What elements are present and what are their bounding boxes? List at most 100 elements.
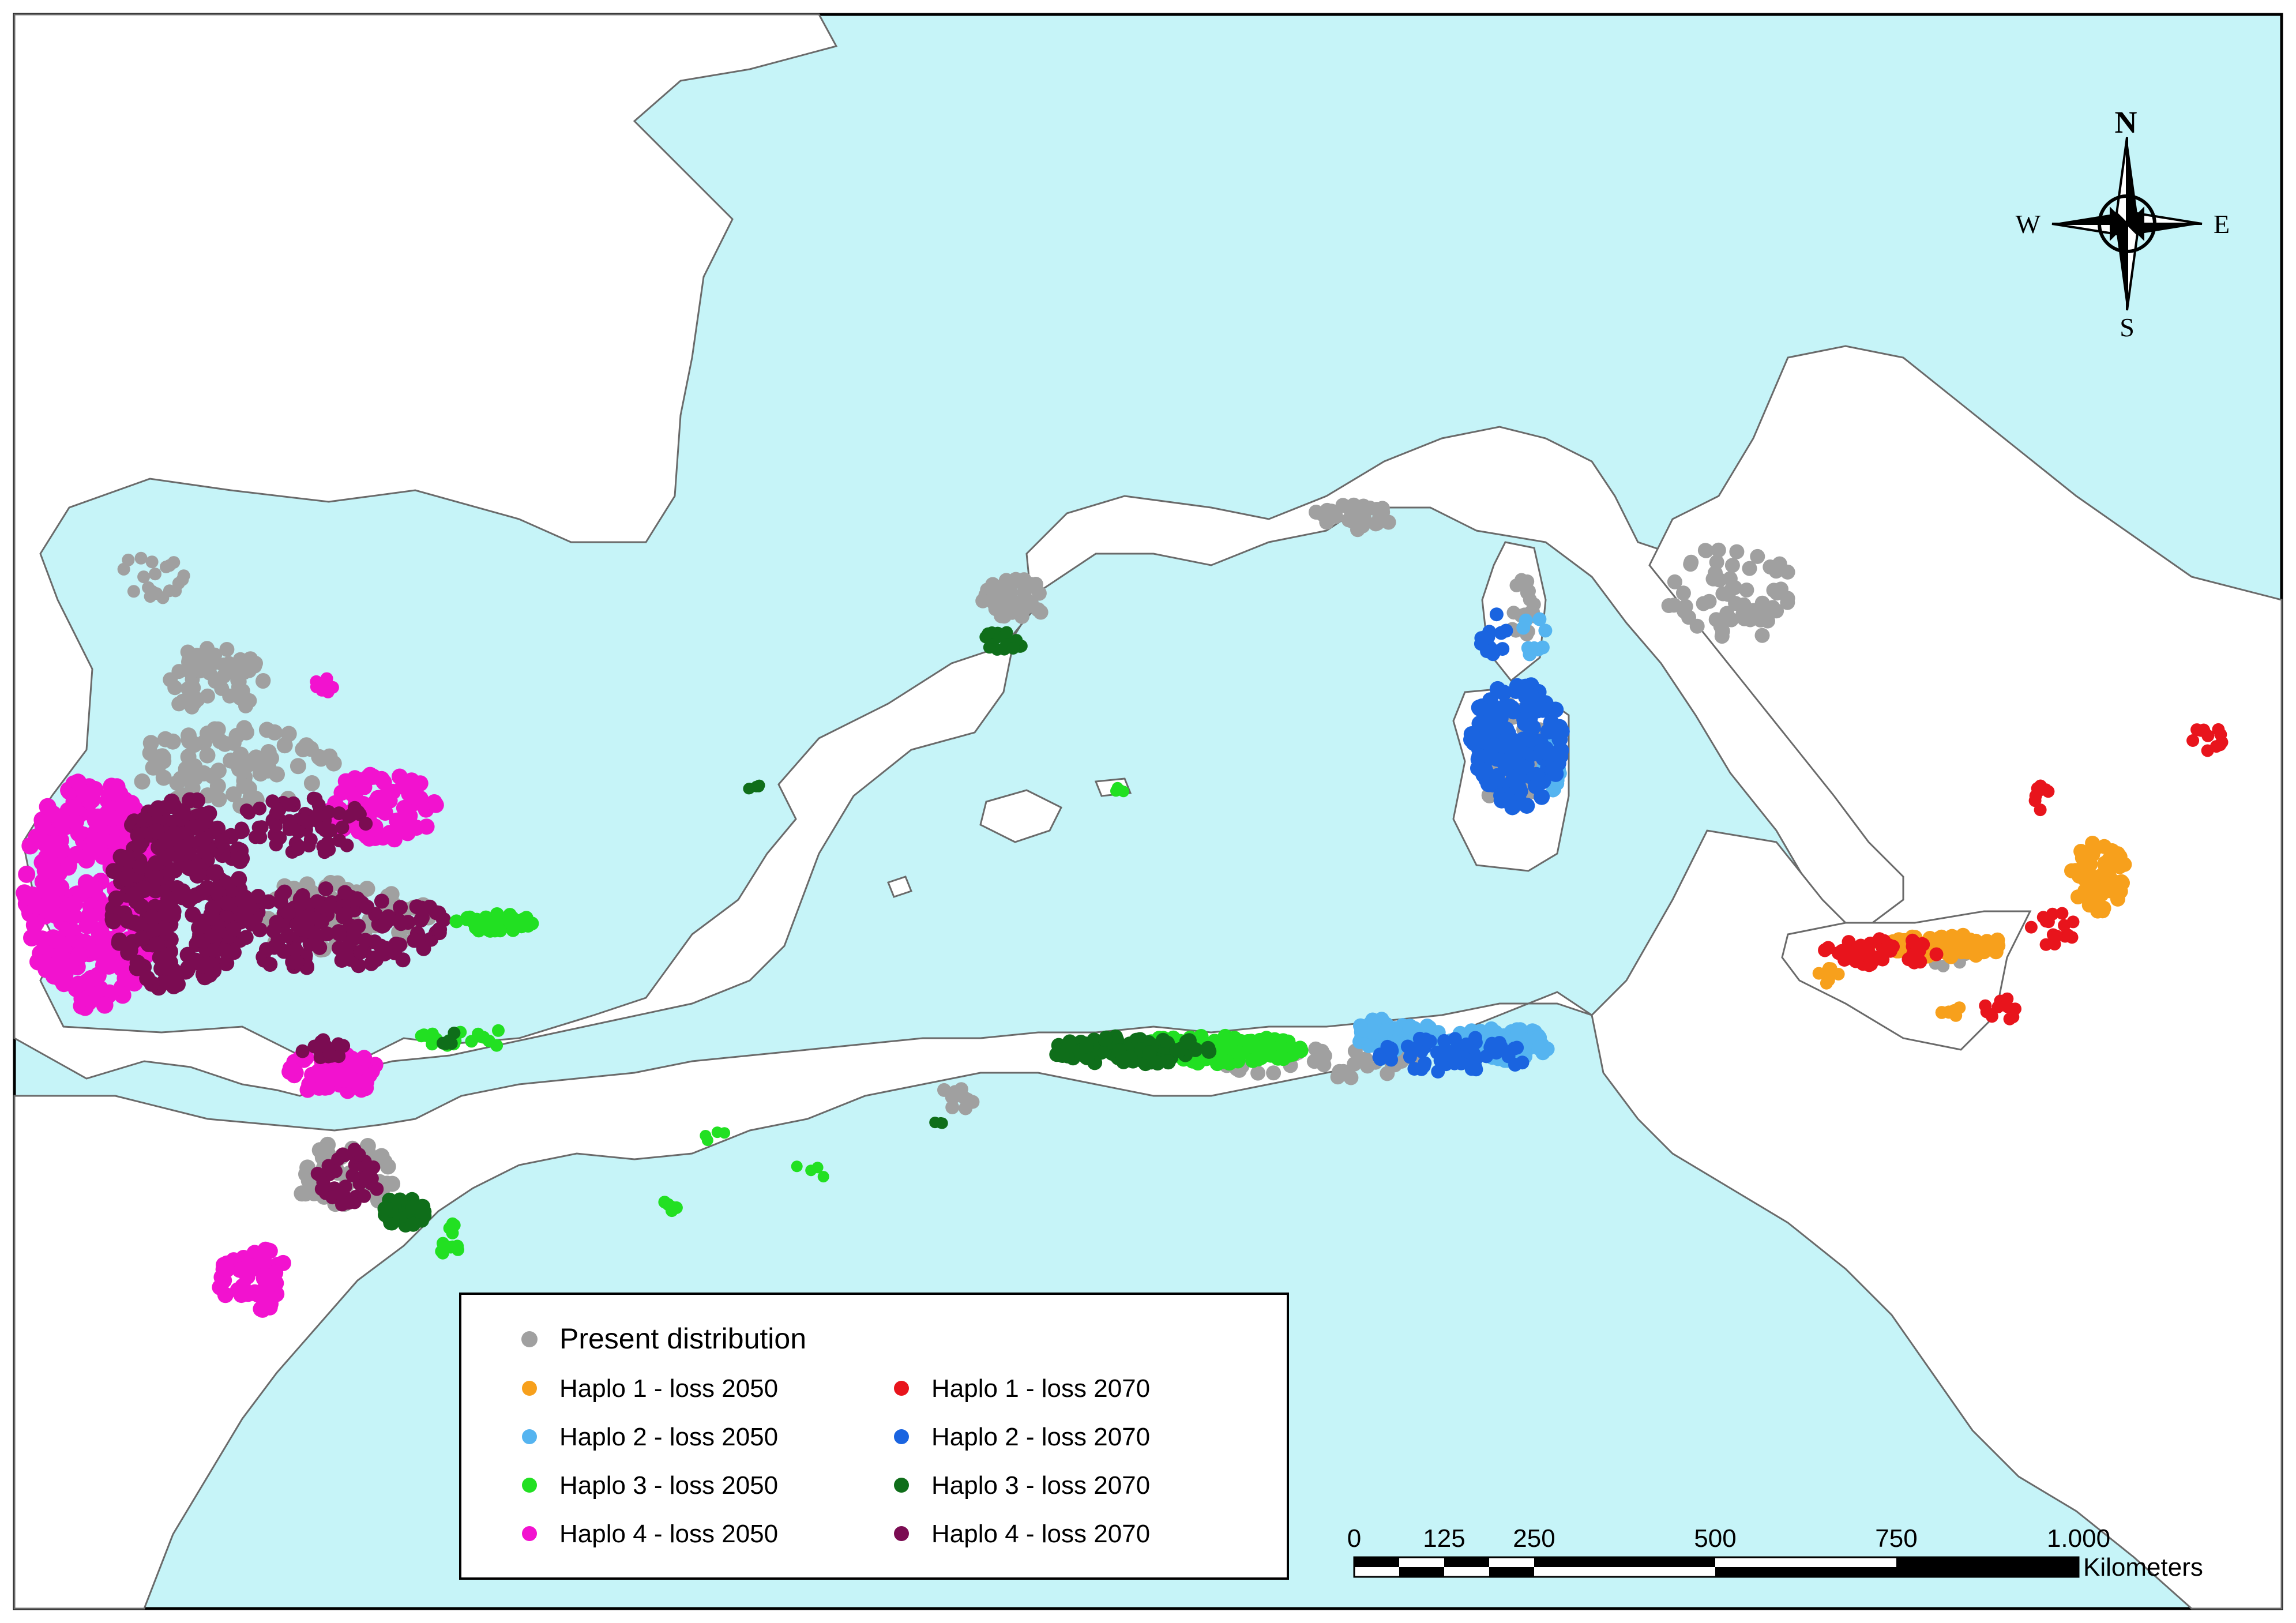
distribution-point-h2b: [1468, 1051, 1482, 1065]
distribution-point-h4b: [130, 827, 146, 844]
distribution-point-h4b: [214, 833, 231, 850]
scale-tick-125: 125: [1423, 1524, 1465, 1553]
distribution-point-h4a: [43, 957, 61, 975]
distribution-point-h4b: [238, 930, 254, 945]
distribution-point-h2b: [1414, 1062, 1429, 1076]
distribution-point-gray: [1737, 611, 1752, 626]
distribution-point-h4b: [359, 817, 373, 831]
distribution-point-h3a: [451, 1239, 464, 1253]
distribution-point-gray: [1250, 1065, 1266, 1081]
distribution-point-gray: [208, 674, 223, 689]
legend-swatch-7: [522, 1526, 537, 1541]
distribution-point-h2a: [1510, 1024, 1526, 1040]
distribution-point-h4b: [167, 862, 183, 878]
distribution-point-h3b: [448, 1027, 461, 1039]
distribution-point-gray: [1697, 543, 1713, 558]
distribution-point-gray: [945, 1100, 960, 1114]
distribution-points: [16, 497, 2229, 1318]
distribution-point-h4b: [166, 798, 182, 814]
distribution-point-h4a: [231, 1261, 248, 1278]
distribution-point-h4b: [199, 880, 216, 896]
distribution-point-h4b: [231, 871, 247, 888]
distribution-point-h1b: [2065, 931, 2079, 944]
distribution-point-h1b: [1906, 948, 1920, 962]
distribution-point-h4b: [105, 863, 122, 880]
distribution-point-h4b: [181, 859, 197, 876]
distribution-point-gray: [127, 585, 140, 598]
distribution-point-h2b: [1463, 731, 1479, 748]
distribution-point-h4a: [99, 848, 117, 866]
distribution-point-gray: [303, 775, 320, 791]
distribution-point-h4b: [139, 970, 156, 987]
legend-swatch-6: [894, 1478, 909, 1493]
distribution-point-h1a: [2073, 844, 2089, 859]
distribution-point-h4b: [280, 928, 296, 944]
distribution-point-h3a: [488, 915, 502, 930]
distribution-point-h3b: [405, 1216, 421, 1232]
distribution-point-h2b: [1494, 703, 1510, 720]
distribution-point-h4a: [80, 907, 98, 925]
distribution-point-h1a: [1948, 1004, 1961, 1017]
legend-label-8: Haplo 4 - loss 2070: [931, 1520, 1150, 1548]
distribution-point-h4a: [256, 1253, 273, 1270]
distribution-point-h4b: [369, 952, 384, 967]
distribution-point-h4a: [358, 826, 375, 843]
distribution-point-h4b: [413, 912, 429, 928]
distribution-point-gray: [1343, 1070, 1359, 1085]
distribution-point-gray: [167, 680, 183, 696]
distribution-point-gray: [134, 551, 148, 565]
legend: Present distribution Haplo 1 - loss 2050…: [459, 1293, 1289, 1580]
legend-box: [459, 1293, 1289, 1580]
distribution-point-h1a: [1957, 935, 1972, 950]
distribution-point-gray: [117, 562, 130, 576]
distribution-point-gray: [1683, 557, 1698, 572]
distribution-point-h4b: [262, 957, 278, 972]
distribution-point-h1b: [2003, 1012, 2016, 1025]
distribution-point-h4b: [108, 890, 125, 907]
distribution-point-gray: [1763, 559, 1778, 574]
distribution-point-h4b: [194, 831, 211, 848]
distribution-point-h4a: [65, 799, 83, 817]
distribution-point-gray: [1355, 518, 1370, 534]
distribution-point-h4b: [282, 798, 296, 812]
distribution-point-gray: [1754, 628, 1770, 643]
distribution-point-h4b: [150, 800, 167, 817]
distribution-point-h3a: [1270, 1050, 1286, 1066]
distribution-point-h4a: [375, 794, 392, 811]
distribution-point-h2a: [1538, 623, 1553, 638]
distribution-point-h4b: [281, 905, 296, 921]
distribution-point-gray: [1033, 604, 1049, 620]
distribution-point-h3a: [418, 1028, 430, 1042]
distribution-point-h2b: [1474, 631, 1489, 645]
scale-tick-0: 0: [1347, 1524, 1361, 1553]
distribution-point-h4b: [344, 808, 358, 822]
distribution-point-h4b: [184, 889, 201, 906]
distribution-point-gray: [260, 759, 277, 776]
distribution-point-gray: [993, 596, 1009, 611]
distribution-point-h4a: [362, 767, 378, 783]
legend-label-6: Haplo 3 - loss 2070: [931, 1471, 1150, 1500]
distribution-point-gray: [1019, 599, 1034, 615]
legend-label-3: Haplo 2 - loss 2050: [559, 1423, 778, 1451]
distribution-point-gray: [255, 674, 270, 689]
distribution-point-h4b: [374, 893, 389, 909]
distribution-point-h4b: [312, 940, 328, 955]
distribution-point-h4b: [234, 850, 250, 867]
legend-label-1: Haplo 1 - loss 2050: [559, 1374, 778, 1403]
distribution-point-h4b: [190, 818, 206, 835]
distribution-point-h2b: [1540, 723, 1557, 740]
distribution-point-h3a: [463, 910, 477, 925]
distribution-point-h2b: [1493, 792, 1510, 809]
distribution-point-h4b: [239, 803, 254, 818]
distribution-point-h4b: [219, 895, 234, 911]
distribution-point-h2b: [1535, 701, 1551, 718]
distribution-point-h3a: [1243, 1038, 1258, 1054]
distribution-point-h1b: [1991, 1000, 2005, 1013]
distribution-point-gray: [1711, 542, 1726, 558]
distribution-point-h4a: [89, 808, 107, 826]
distribution-point-gray: [1720, 587, 1736, 602]
legend-swatch-4: [894, 1429, 909, 1444]
distribution-point-h2a: [1365, 1012, 1380, 1028]
distribution-point-gray: [311, 1142, 328, 1159]
